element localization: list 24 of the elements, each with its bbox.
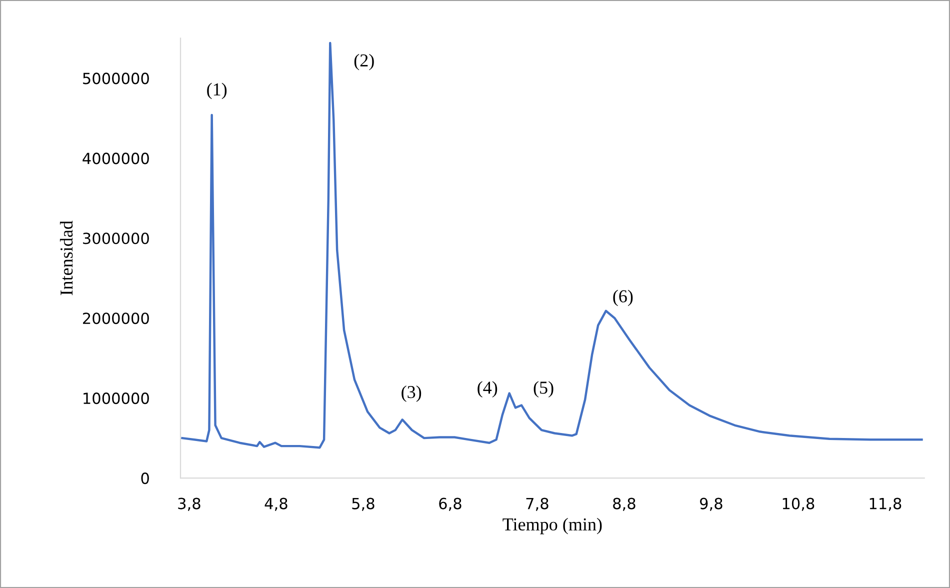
line-series <box>181 42 923 449</box>
x-tick-label: 4,8 <box>264 498 288 511</box>
y-tick-label: 0 <box>141 472 149 484</box>
x-tick-label: 3,8 <box>178 498 200 511</box>
x-tick-label: 7,8 <box>526 498 548 511</box>
annotation: (2) <box>354 54 374 70</box>
x-tick-label: 11,8 <box>870 498 902 511</box>
x-tick-label: 6,8 <box>439 498 462 511</box>
y-tick-label: 3000000 <box>83 232 149 244</box>
y-tick-label: 2000000 <box>83 312 149 324</box>
x-tick-label: 5,8 <box>352 498 374 511</box>
annotation: (1) <box>207 82 227 100</box>
x-tick-label: 10,8 <box>782 498 814 511</box>
x-axis-title: Tiempo (min) <box>502 518 602 534</box>
annotation: (3) <box>402 385 422 402</box>
annotation: (5) <box>534 381 554 398</box>
annotation: (4) <box>478 381 498 398</box>
x-tick-label: 8,8 <box>613 498 636 511</box>
y-tick-label: 4000000 <box>82 152 149 164</box>
y-tick-label: 1000000 <box>84 392 149 404</box>
x-tick-label: 9,8 <box>700 498 722 511</box>
y-tick-label: 5000000 <box>83 72 149 84</box>
annotation: (6) <box>613 290 633 306</box>
y-axis-title: Intensidad <box>60 220 73 296</box>
